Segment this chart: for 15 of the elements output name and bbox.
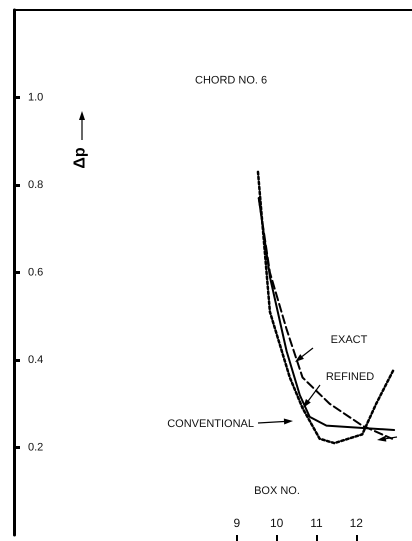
y-axis-title: Δp (72, 147, 88, 169)
x-tick-label: 10 (270, 516, 284, 530)
x-tick-label: 9 (234, 516, 241, 530)
annotation: EXACT (330, 334, 368, 346)
y-tick-label: 0.4 (28, 354, 44, 366)
y-tick-label: 0.8 (28, 179, 44, 191)
x-tick-label: 12 (350, 516, 364, 530)
y-tick-label: 0.2 (28, 442, 44, 454)
y-tick-label: 1.0 (28, 92, 44, 104)
x-axis-title: BOX NO. (254, 485, 300, 497)
text: CHORD NO. 6 (195, 74, 268, 86)
annotation: REFINED (326, 371, 374, 383)
x-tick-label: 11 (310, 516, 324, 530)
annotation: CONVENTIONAL (167, 418, 254, 430)
y-tick-label: 0.6 (28, 266, 44, 278)
